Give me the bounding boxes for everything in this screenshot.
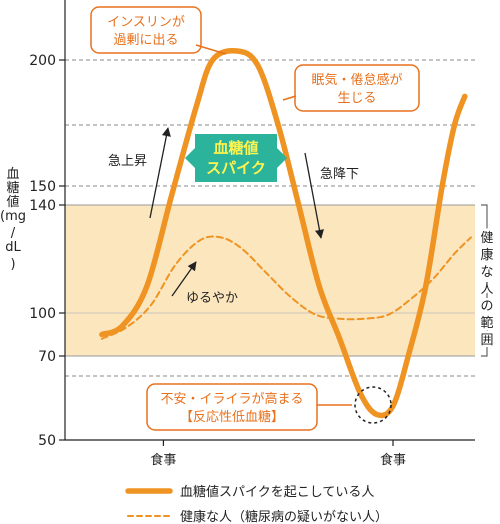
series-spike-line (99, 47, 468, 419)
gentle-label: ゆるやか (186, 291, 238, 306)
spike-badge-arrow-left (185, 148, 195, 168)
healthy-range-band (65, 205, 475, 356)
series-healthy-line (100, 235, 472, 340)
insulin-callout-line-0: インスリンが (107, 15, 185, 30)
gentle-arrow (171, 261, 197, 297)
y-tick-label-100: 100 (29, 306, 56, 322)
drowsy-callout-line-1: 生じる (337, 91, 376, 106)
x-tick-label-1: 食事 (380, 452, 406, 468)
rapid-rise-arrow (149, 127, 171, 219)
anxiety-callout-line-1: 【反応性低血糖】 (180, 409, 284, 425)
y-tick-label-50: 50 (38, 433, 56, 449)
y-tick-label-200: 200 (29, 53, 56, 69)
drowsy-callout-pointer (282, 95, 297, 101)
y-axis-label: 血糖値(mg / dL) (0, 167, 26, 272)
y-tick-label-140: 140 (29, 198, 56, 214)
healthy-range-label: 健康な人の範囲 (480, 231, 493, 348)
hypoglycemia-circle (354, 386, 392, 424)
x-tick-label-0: 食事 (150, 452, 176, 468)
rapid-fall-label: 急降下 (320, 167, 359, 182)
insulin-callout-line-1: 過剰に出る (113, 33, 178, 48)
rapid-fall-arrow (304, 152, 324, 239)
legend-item-1: 健康な人（糖尿病の疑いがない人） (127, 509, 388, 524)
legend-label-1: 健康な人（糖尿病の疑いがない人） (180, 509, 388, 524)
legend-label-0: 血糖値スパイクを起こしている人 (180, 484, 374, 500)
spike-badge-arrow-right (277, 148, 287, 168)
y-tick-label-70: 70 (38, 349, 56, 365)
legend-item-0: 血糖値スパイクを起こしている人 (125, 484, 374, 500)
spike-badge-bg (195, 134, 277, 182)
drowsy-callout-line-0: 眠気・倦怠感が (311, 72, 402, 88)
insulin-callout-pointer (195, 44, 227, 55)
spike-badge: 血糖値スパイク (185, 134, 287, 182)
y-tick-label-150: 150 (29, 179, 56, 195)
spike-badge-line-0: 血糖値 (213, 139, 258, 157)
rapid-rise-label: 急上昇 (108, 154, 147, 169)
spike-badge-line-1: スパイク (206, 159, 266, 177)
healthy-range-bracket (481, 204, 488, 357)
anxiety-callout: 不安・イライラが高まる【反応性低血糖】 (146, 383, 318, 431)
anxiety-callout-line-0: 不安・イライラが高まる (160, 391, 303, 407)
